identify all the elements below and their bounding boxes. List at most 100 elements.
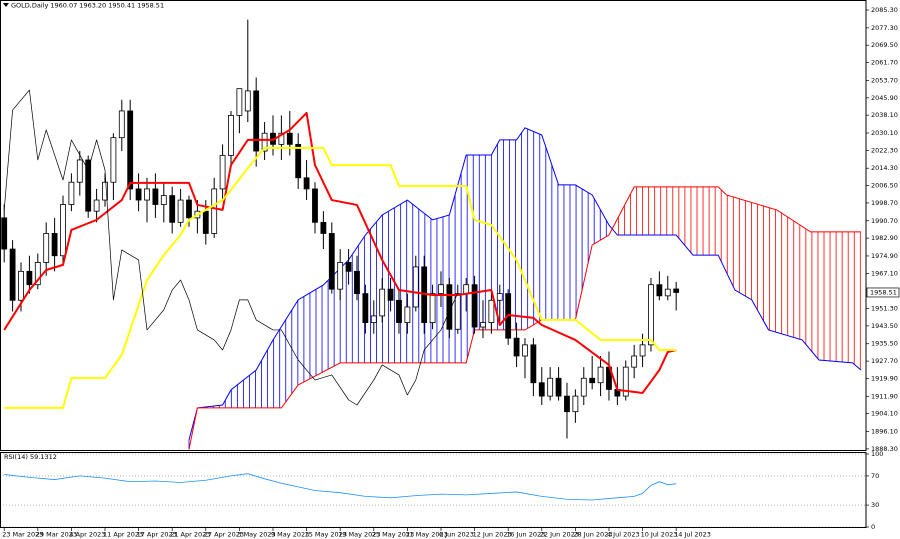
candle-body — [379, 288, 386, 317]
candle-body — [34, 262, 41, 286]
candle-body — [673, 288, 680, 293]
candle-body — [530, 344, 537, 384]
candle-body — [547, 377, 554, 397]
candle-body — [396, 299, 402, 323]
candle-body — [202, 210, 209, 234]
y-tick-label: 30 — [871, 501, 879, 509]
candle-body — [60, 204, 66, 257]
candle-body — [278, 132, 285, 145]
candle-body — [345, 262, 352, 272]
candle-body — [589, 377, 596, 384]
candle-body — [169, 195, 176, 223]
y-tick-label: 2061.70 — [871, 59, 898, 67]
y-tick-label: 1990.70 — [871, 217, 898, 225]
x-tick-label: 28 Jun 2023 — [573, 531, 612, 539]
candle-body — [177, 199, 184, 223]
indicator-line — [4, 146, 677, 409]
y-tick-label: 0 — [871, 523, 875, 531]
x-tick-label: 27 Apr 2023 — [204, 531, 244, 539]
candle-body — [1, 217, 8, 250]
x-tick-label: 22 Jun 2023 — [540, 531, 579, 539]
y-tick-label: 2014.30 — [871, 164, 898, 172]
x-tick-label: 4 Jul 2023 — [607, 531, 640, 539]
x-tick-label: 10 Jul 2023 — [641, 531, 678, 539]
candle-body — [320, 221, 327, 234]
candle-body — [564, 395, 570, 413]
candle-body — [76, 159, 83, 183]
y-tick-label: 2053.70 — [871, 76, 898, 84]
candle-body — [93, 199, 100, 212]
candle-body — [160, 195, 167, 205]
candle-body — [9, 248, 16, 301]
candle-body — [236, 88, 243, 116]
candle-body — [144, 188, 150, 201]
candle-body — [354, 270, 360, 295]
y-tick-label: 1919.90 — [871, 374, 898, 382]
chart-title: GOLD,Daily 1960.07 1963.20 1950.41 1958.… — [11, 2, 164, 10]
rsi-plot — [0, 453, 866, 527]
x-tick-label: 4 Apr 2023 — [69, 531, 105, 539]
candle-body — [261, 132, 268, 152]
x-tick-label: 12 Jun 2023 — [473, 531, 512, 539]
candle-body — [597, 366, 604, 384]
y-tick-label: 2006.50 — [871, 182, 898, 190]
candle-body — [429, 293, 436, 323]
candle-body — [555, 377, 562, 397]
candle-body — [454, 293, 461, 330]
candle-body — [522, 344, 528, 357]
indicator-line — [3, 111, 677, 394]
candle-body — [480, 322, 486, 328]
x-tick-label: 21 Apr 2023 — [170, 531, 210, 539]
x-tick-label: 15 May 2023 — [305, 531, 347, 539]
candle-body — [438, 284, 444, 295]
candle-body — [656, 284, 663, 297]
y-tick-label: 1935.50 — [871, 340, 898, 348]
candle-body — [253, 90, 260, 152]
candle-body — [639, 344, 646, 357]
x-tick-label: 31 May 2023 — [405, 531, 447, 539]
y-tick-label: 1967.10 — [871, 269, 898, 277]
candle-body — [648, 284, 654, 346]
candle-body — [18, 270, 24, 301]
x-tick-label: 23 Mar 2023 — [2, 531, 43, 539]
price-tag: 1958.51 — [870, 288, 897, 296]
candle-body — [26, 270, 33, 286]
candle-body — [286, 132, 293, 145]
candle-body — [110, 137, 117, 183]
candle-body — [244, 90, 251, 112]
candle-body — [43, 233, 50, 263]
candle-body — [228, 114, 234, 156]
x-tick-label: 29 Mar 2023 — [36, 531, 77, 539]
menu-arrow[interactable] — [3, 3, 9, 7]
main-plot — [1, 19, 862, 450]
y-tick-label: 1911.90 — [871, 392, 898, 400]
y-tick-label: 1974.90 — [871, 252, 898, 260]
price-tag-box — [866, 287, 900, 298]
y-tick-label: 100 — [871, 450, 883, 458]
candle-body — [211, 188, 218, 234]
y-tick-label: 2077.30 — [871, 24, 898, 32]
y-tick-label: 1896.10 — [871, 428, 898, 436]
y-tick-label: 2038.10 — [871, 111, 898, 119]
x-tick-label: 19 May 2023 — [338, 531, 380, 539]
y-tick-label: 2030.10 — [871, 129, 898, 137]
y-tick-label: 1951.30 — [871, 305, 898, 313]
candle-body — [664, 288, 671, 297]
rsi-line — [4, 473, 677, 501]
candle-body — [127, 110, 134, 190]
candle-body — [463, 284, 470, 295]
x-tick-label: 25 May 2023 — [372, 531, 414, 539]
candle-body — [580, 377, 587, 397]
candle-body — [446, 284, 453, 330]
candle-body — [152, 188, 159, 205]
candle-body — [404, 306, 411, 323]
candle-body — [631, 355, 638, 368]
candle-body — [303, 177, 310, 190]
x-tick-label: 14 Jul 2023 — [674, 531, 711, 539]
x-tick-label: 11 Apr 2023 — [103, 531, 143, 539]
x-tick-label: 3 May 2023 — [237, 531, 275, 539]
candle-body — [51, 233, 58, 257]
